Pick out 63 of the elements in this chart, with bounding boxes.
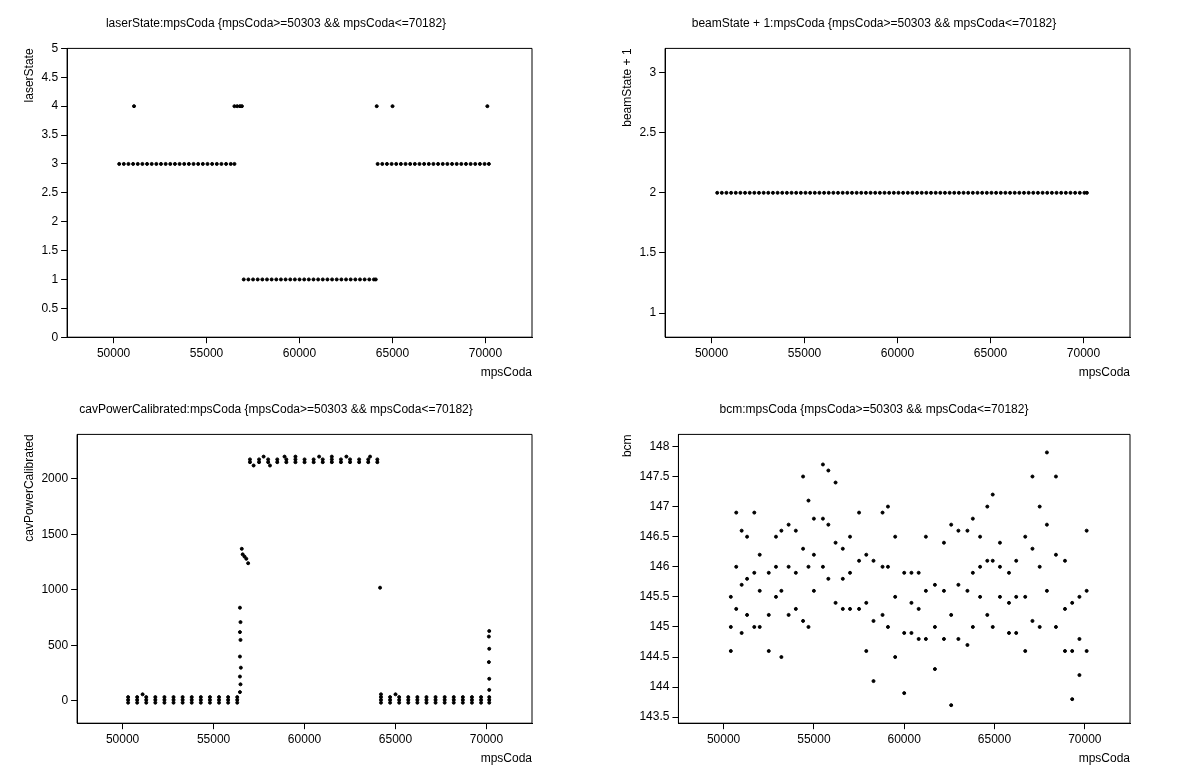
- y-tick-label: 147: [649, 498, 670, 513]
- chart-title: beamState + 1:mpsCoda {mpsCoda>=50303 && mpsCoda<=70182}: [691, 15, 1057, 30]
- y-tick-label: 1000: [41, 582, 69, 597]
- y-tick-label: 143.5: [639, 709, 670, 724]
- x-tick-label: 60000: [282, 345, 317, 360]
- x-tick-label: 70000: [468, 345, 503, 360]
- y-tick-label: 3: [649, 64, 657, 79]
- chart-title: laserState:mpsCoda {mpsCoda>=50303 && mpsCoda<=70182}: [105, 15, 447, 30]
- y-tick-label: 146.5: [639, 529, 670, 543]
- y-tick-label: 2000: [41, 471, 69, 486]
- y-tick-label: 0.5: [41, 300, 59, 315]
- y-axis-title: laserState: [21, 48, 36, 103]
- x-tick-label: 70000: [469, 731, 504, 746]
- chart-title: cavPowerCalibrated:mpsCoda {mpsCoda>=50303 && mpsCoda<=70182}: [79, 401, 473, 416]
- x-tick-label: 55000: [787, 345, 822, 360]
- x-tick-label: 65000: [378, 731, 413, 746]
- x-tick-label: 55000: [196, 731, 231, 746]
- y-tick-label: 1.5: [639, 245, 657, 260]
- y-tick-label: 147.5: [639, 468, 670, 483]
- x-tick-label: 65000: [973, 345, 1008, 360]
- x-axis-title: mpsCoda: [480, 751, 533, 766]
- y-tick-label: 144.5: [639, 649, 670, 664]
- y-tick-label: 500: [48, 637, 69, 652]
- y-tick-label: 146: [649, 559, 670, 574]
- y-axis-title: cavPowerCalibrated: [21, 434, 36, 542]
- x-tick-label: 50000: [96, 345, 131, 360]
- y-tick-label: 145: [649, 619, 670, 634]
- chart-title: bcm:mpsCoda {mpsCoda>=50303 && mpsCoda<=70182}: [719, 401, 1029, 416]
- x-tick-label: 70000: [1066, 345, 1101, 360]
- y-tick-label: 4: [51, 98, 59, 113]
- y-tick-label: 2.5: [41, 185, 59, 200]
- y-tick-label: 144: [649, 679, 670, 694]
- y-tick-label: 5: [51, 40, 59, 55]
- x-tick-label: 60000: [287, 731, 322, 746]
- y-tick-label: 1: [51, 271, 59, 286]
- x-axis-title: mpsCoda: [1078, 751, 1131, 766]
- x-tick-label: 50000: [706, 731, 741, 746]
- x-tick-label: 50000: [105, 731, 140, 746]
- y-tick-label: 2.5: [639, 124, 657, 139]
- y-tick-label: 4.5: [41, 69, 59, 84]
- x-tick-label: 65000: [375, 345, 410, 360]
- y-axis-title: beamState + 1: [619, 48, 634, 127]
- y-tick-label: 1.5: [41, 242, 59, 257]
- x-tick-label: 70000: [1068, 731, 1102, 746]
- x-tick-label: 60000: [887, 731, 922, 746]
- y-tick-label: 2: [649, 185, 657, 200]
- x-tick-label: 55000: [797, 731, 831, 746]
- x-tick-label: 60000: [880, 345, 915, 360]
- x-axis-title: mpsCoda: [480, 365, 533, 380]
- y-tick-label: 2: [51, 213, 59, 228]
- y-axis-title: bcm: [619, 434, 634, 458]
- x-tick-label: 55000: [189, 345, 224, 360]
- y-tick-label: 145.5: [639, 589, 670, 604]
- y-tick-label: 0: [61, 693, 69, 708]
- y-tick-label: 1: [649, 305, 657, 320]
- y-tick-label: 0: [51, 329, 59, 344]
- y-tick-label: 3.5: [41, 127, 59, 142]
- x-tick-label: 65000: [977, 731, 1012, 746]
- y-tick-label: 3: [51, 156, 59, 171]
- y-tick-label: 148: [649, 438, 670, 453]
- x-axis-title: mpsCoda: [1078, 365, 1131, 380]
- y-tick-label: 1500: [41, 526, 69, 541]
- x-tick-label: 50000: [694, 345, 729, 360]
